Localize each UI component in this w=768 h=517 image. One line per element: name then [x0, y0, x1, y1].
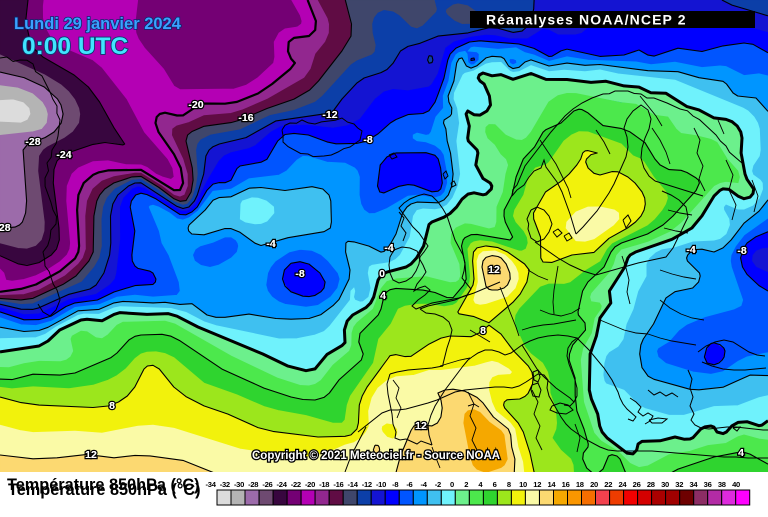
svg-text:8: 8	[507, 480, 511, 489]
svg-text:-16: -16	[238, 112, 253, 124]
svg-text:-4: -4	[686, 244, 695, 256]
svg-text:-8: -8	[295, 268, 304, 280]
svg-text:-28: -28	[0, 222, 11, 234]
svg-text:12: 12	[85, 449, 97, 461]
svg-text:6: 6	[493, 480, 497, 489]
svg-text:-34: -34	[206, 480, 217, 489]
svg-text:4: 4	[380, 290, 386, 302]
svg-text:Température 850hPa (°C): Température 850hPa (°C)	[8, 481, 201, 499]
svg-text:8: 8	[480, 325, 486, 337]
svg-text:-28: -28	[248, 480, 258, 489]
svg-text:0: 0	[379, 268, 385, 280]
svg-text:-12: -12	[322, 109, 337, 121]
svg-text:-4: -4	[266, 238, 275, 250]
svg-text:4: 4	[478, 480, 483, 489]
svg-text:Lundi 29 janvier 2024: Lundi 29 janvier 2024	[14, 15, 182, 33]
svg-text:-20: -20	[188, 99, 203, 111]
svg-text:32: 32	[675, 480, 683, 489]
svg-text:Copyright © 2021 Meteociel.fr: Copyright © 2021 Meteociel.fr - Source N…	[252, 450, 500, 462]
svg-text:-22: -22	[291, 480, 301, 489]
svg-text:0:00 UTC: 0:00 UTC	[22, 33, 129, 60]
svg-text:28: 28	[647, 480, 655, 489]
svg-text:4: 4	[738, 447, 744, 459]
svg-text:26: 26	[633, 480, 641, 489]
svg-text:-12: -12	[362, 480, 372, 489]
svg-text:40: 40	[732, 480, 740, 489]
svg-text:-30: -30	[234, 480, 244, 489]
svg-text:-10: -10	[376, 480, 386, 489]
svg-text:34: 34	[689, 480, 698, 489]
svg-text:20: 20	[590, 480, 598, 489]
svg-text:-28: -28	[25, 136, 40, 148]
svg-text:-24: -24	[56, 149, 71, 161]
svg-text:-8: -8	[737, 245, 746, 257]
svg-text:12: 12	[533, 480, 541, 489]
svg-text:14: 14	[547, 480, 556, 489]
svg-text:8: 8	[109, 400, 115, 412]
svg-text:4: 4	[738, 447, 744, 459]
svg-text:-6: -6	[406, 480, 412, 489]
svg-text:-16: -16	[238, 112, 253, 124]
svg-text:Copyright © 2021 Meteociel.fr: Copyright © 2021 Meteociel.fr - Source N…	[252, 450, 500, 462]
svg-text:4: 4	[380, 290, 386, 302]
svg-text:8: 8	[480, 325, 486, 337]
svg-text:-20: -20	[188, 99, 203, 111]
svg-text:-4: -4	[384, 242, 393, 254]
svg-text:12: 12	[415, 420, 427, 432]
svg-text:12: 12	[488, 264, 500, 276]
svg-text:-2: -2	[435, 480, 441, 489]
svg-text:-24: -24	[277, 480, 288, 489]
svg-text:-14: -14	[348, 480, 359, 489]
svg-text:36: 36	[704, 480, 712, 489]
svg-text:38: 38	[718, 480, 726, 489]
svg-text:8: 8	[109, 400, 115, 412]
svg-text:18: 18	[576, 480, 584, 489]
svg-text:-8: -8	[363, 134, 372, 146]
svg-text:-24: -24	[56, 149, 71, 161]
svg-text:-4: -4	[686, 244, 695, 256]
svg-text:16: 16	[562, 480, 570, 489]
svg-text:-12: -12	[322, 109, 337, 121]
svg-text:-20: -20	[305, 480, 315, 489]
svg-text:-28: -28	[0, 222, 11, 234]
svg-text:-4: -4	[266, 238, 275, 250]
svg-text:-8: -8	[363, 134, 372, 146]
svg-text:2: 2	[464, 480, 468, 489]
svg-text:0: 0	[379, 268, 385, 280]
svg-text:-8: -8	[737, 245, 746, 257]
svg-text:-28: -28	[25, 136, 40, 148]
svg-text:-26: -26	[262, 480, 272, 489]
svg-text:12: 12	[415, 420, 427, 432]
svg-text:0: 0	[450, 480, 454, 489]
svg-text:-8: -8	[392, 480, 398, 489]
svg-text:12: 12	[488, 264, 500, 276]
svg-text:22: 22	[604, 480, 612, 489]
svg-text:-32: -32	[220, 480, 230, 489]
svg-text:-18: -18	[319, 480, 329, 489]
svg-text:-4: -4	[384, 242, 393, 254]
svg-text:Réanalyses NOAA/NCEP 2: Réanalyses NOAA/NCEP 2	[486, 12, 687, 28]
svg-text:10: 10	[519, 480, 527, 489]
svg-text:30: 30	[661, 480, 669, 489]
svg-text:24: 24	[618, 480, 627, 489]
svg-text:-8: -8	[295, 268, 304, 280]
svg-text:12: 12	[85, 449, 97, 461]
svg-text:-4: -4	[421, 480, 428, 489]
svg-text:Température 850hPa (°C): Température 850hPa (°C)	[7, 476, 200, 494]
svg-text:-16: -16	[333, 480, 343, 489]
